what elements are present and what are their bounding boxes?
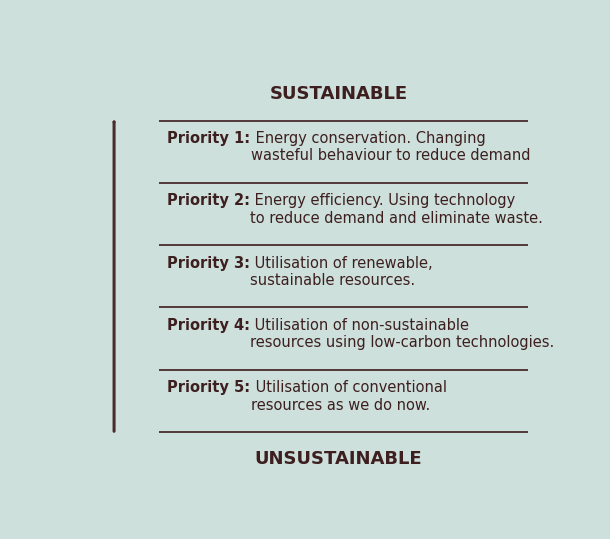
Text: SUSTAINABLE: SUSTAINABLE — [270, 85, 407, 103]
Text: Utilisation of non-sustainable
resources using low-carbon technologies.: Utilisation of non-sustainable resources… — [251, 318, 554, 350]
Text: Priority 2:: Priority 2: — [168, 194, 251, 209]
Text: Priority 1:: Priority 1: — [168, 131, 251, 146]
Text: Utilisation of renewable,
sustainable resources.: Utilisation of renewable, sustainable re… — [251, 255, 433, 288]
Text: Priority 4:: Priority 4: — [168, 318, 251, 333]
Text: Utilisation of conventional
resources as we do now.: Utilisation of conventional resources as… — [251, 380, 447, 412]
Text: Priority 5:: Priority 5: — [168, 380, 251, 395]
Text: UNSUSTAINABLE: UNSUSTAINABLE — [255, 450, 423, 468]
Text: Energy conservation. Changing
wasteful behaviour to reduce demand: Energy conservation. Changing wasteful b… — [251, 131, 530, 163]
Text: Energy efficiency. Using technology
to reduce demand and eliminate waste.: Energy efficiency. Using technology to r… — [251, 194, 544, 226]
Text: Priority 3:: Priority 3: — [168, 255, 251, 271]
